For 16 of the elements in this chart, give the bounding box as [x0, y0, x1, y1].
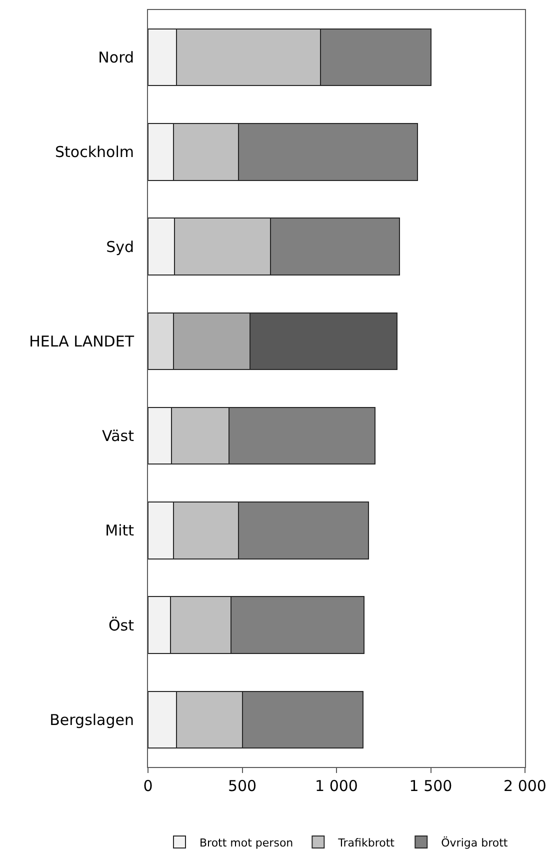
y-tick-label: Nord	[98, 48, 134, 67]
x-tick-label: 0	[143, 777, 153, 795]
x-tick-label: 1 500	[409, 777, 452, 795]
x-tick-label: 500	[228, 777, 257, 795]
y-tick-label: Stockholm	[55, 143, 134, 162]
y-tick-label: Mitt	[105, 522, 134, 540]
y-tick-label: Bergslagen	[50, 710, 134, 729]
x-tick-label: 1 000	[315, 777, 358, 795]
y-tick-label: Öst	[108, 616, 134, 634]
x-tick-label: 2 000	[504, 777, 546, 795]
y-tick-label: Väst	[102, 427, 134, 446]
legend-label: Trafikbrott	[337, 836, 396, 850]
y-tick-label: Syd	[106, 238, 134, 256]
y-tick-label: HELA LANDET	[29, 332, 135, 350]
legend-label: Brott mot person	[200, 836, 294, 850]
legend-label: Övriga brott	[441, 835, 508, 850]
